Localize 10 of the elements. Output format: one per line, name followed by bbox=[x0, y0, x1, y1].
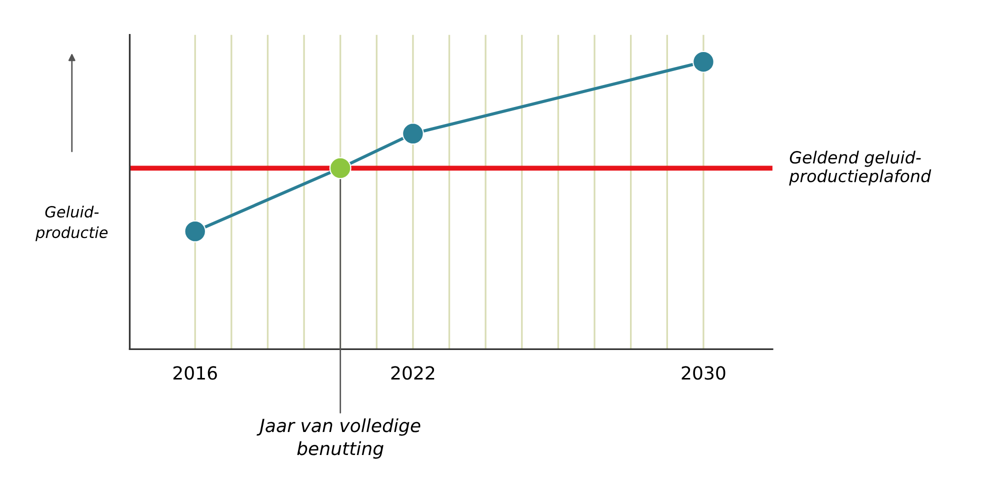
point bbox=[329, 157, 352, 180]
point bbox=[402, 122, 424, 145]
ref-line-label: Geldend geluid- productieplafond bbox=[789, 150, 932, 186]
x-tick-label: 2022 bbox=[391, 366, 434, 380]
x-tick-label: 2030 bbox=[682, 366, 726, 380]
y-axis-title: Geluid- productie bbox=[35, 206, 108, 242]
x-tick-label: 2016 bbox=[173, 366, 217, 380]
annotation: Jaar van volledige benutting bbox=[256, 418, 420, 459]
point bbox=[184, 220, 206, 242]
point bbox=[692, 50, 714, 73]
